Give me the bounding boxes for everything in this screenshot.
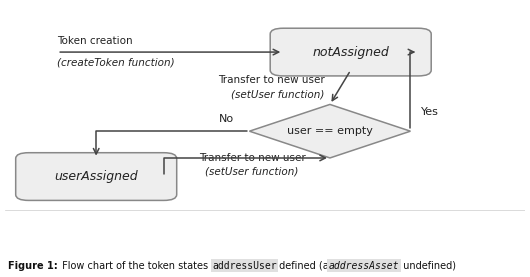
Text: notAssigned: notAssigned — [312, 46, 389, 58]
Text: (createToken function): (createToken function) — [57, 58, 175, 68]
Text: addressUser: addressUser — [212, 261, 277, 271]
Text: Figure 1:: Figure 1: — [8, 261, 58, 271]
Text: No: No — [219, 114, 234, 124]
Text: Transfer to new user: Transfer to new user — [199, 153, 305, 163]
Text: userAssigned: userAssigned — [55, 170, 138, 183]
Text: Token creation: Token creation — [57, 36, 133, 46]
Text: (setUser function): (setUser function) — [232, 89, 325, 99]
Text: addressAsset: addressAsset — [329, 261, 399, 271]
Polygon shape — [250, 104, 410, 158]
Text: (setUser function): (setUser function) — [205, 167, 299, 177]
Text: defined (and: defined (and — [276, 261, 344, 271]
Text: Transfer to new user: Transfer to new user — [218, 75, 325, 85]
Text: Yes: Yes — [421, 107, 439, 117]
Text: user == empty: user == empty — [287, 126, 373, 136]
Text: Flow chart of the token states with: Flow chart of the token states with — [59, 261, 235, 271]
FancyBboxPatch shape — [270, 28, 431, 76]
FancyBboxPatch shape — [16, 153, 176, 201]
Text: undefined): undefined) — [400, 261, 456, 271]
